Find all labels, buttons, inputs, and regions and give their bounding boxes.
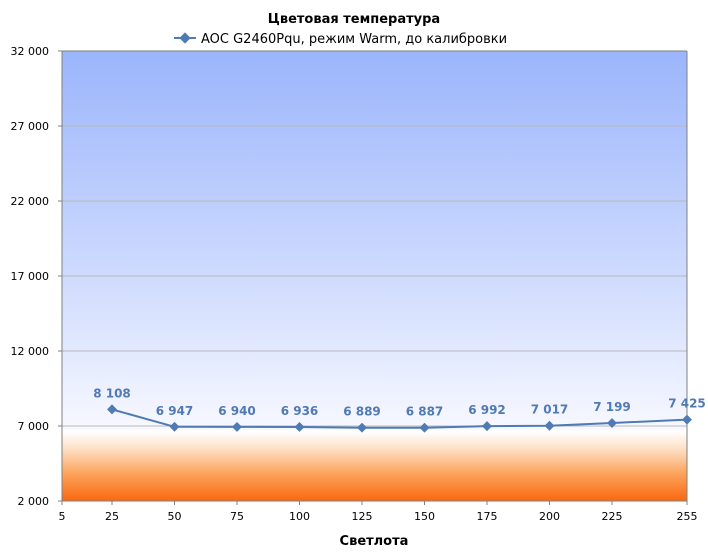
- x-tick-label: 225: [602, 510, 623, 523]
- data-point: [357, 422, 367, 433]
- data-point: [544, 420, 555, 431]
- y-tick-label: 17 000: [11, 270, 50, 283]
- data-point: [682, 414, 692, 425]
- x-tick-label: 5: [59, 510, 66, 523]
- data-label: 6 889: [343, 405, 381, 419]
- grid-lines: [62, 125, 687, 427]
- x-tick-label: 255: [677, 510, 698, 523]
- x-tick-label: 150: [414, 510, 435, 523]
- data-label: 7 199: [593, 400, 631, 414]
- x-tick-labels: 5 25 50 75 100 125 150 175 200 225 255: [59, 510, 698, 523]
- axes: [58, 50, 688, 505]
- x-tick-label: 25: [105, 510, 119, 523]
- legend-label: AOC G2460Pqu, режим Warm, до калибровки: [201, 32, 507, 47]
- data-label: 6 936: [281, 404, 319, 418]
- y-tick-label: 12 000: [11, 345, 50, 358]
- data-label: 7 425: [668, 397, 706, 411]
- data-label: 6 887: [406, 405, 444, 419]
- x-tick-label: 175: [477, 510, 498, 523]
- chart-title: Цветовая температура: [268, 12, 440, 27]
- x-tick-label: 200: [539, 510, 560, 523]
- data-point: [482, 421, 492, 432]
- y-tick-label: 27 000: [11, 120, 50, 133]
- data-point: [294, 422, 305, 432]
- data-point: [419, 422, 430, 433]
- legend: AOC G2460Pqu, режим Warm, до калибровки: [174, 32, 507, 47]
- data-point: [232, 421, 242, 432]
- y-tick-label: 22 000: [11, 195, 50, 208]
- data-label: 6 992: [468, 403, 506, 417]
- x-tick-label: 50: [168, 510, 182, 523]
- data-label: 8 108: [93, 386, 131, 400]
- data-point: [169, 421, 180, 432]
- data-label: 6 947: [156, 404, 194, 418]
- y-tick-label: 7 000: [18, 420, 50, 433]
- data-label: 6 940: [218, 404, 256, 418]
- x-tick-label: 125: [352, 510, 373, 523]
- series-line: [111, 408, 688, 429]
- x-tick-label: 100: [289, 510, 310, 523]
- x-tick-label: 75: [230, 510, 244, 523]
- data-labels: 8 108 6 947 6 940 6 936 6 889 6 887 6 992 7 017…: [93, 386, 706, 418]
- data-point: [607, 418, 617, 428]
- y-tick-labels: 2 000 7 000 12 000 17 000 22 000 27 000 32 000: [11, 45, 50, 508]
- x-axis-label: Светлота: [340, 534, 409, 549]
- legend-marker: [179, 32, 191, 44]
- y-tick-label: 2 000: [18, 495, 50, 508]
- data-label: 7 017: [531, 403, 569, 417]
- y-tick-label: 32 000: [11, 45, 50, 58]
- series-group: [107, 404, 692, 433]
